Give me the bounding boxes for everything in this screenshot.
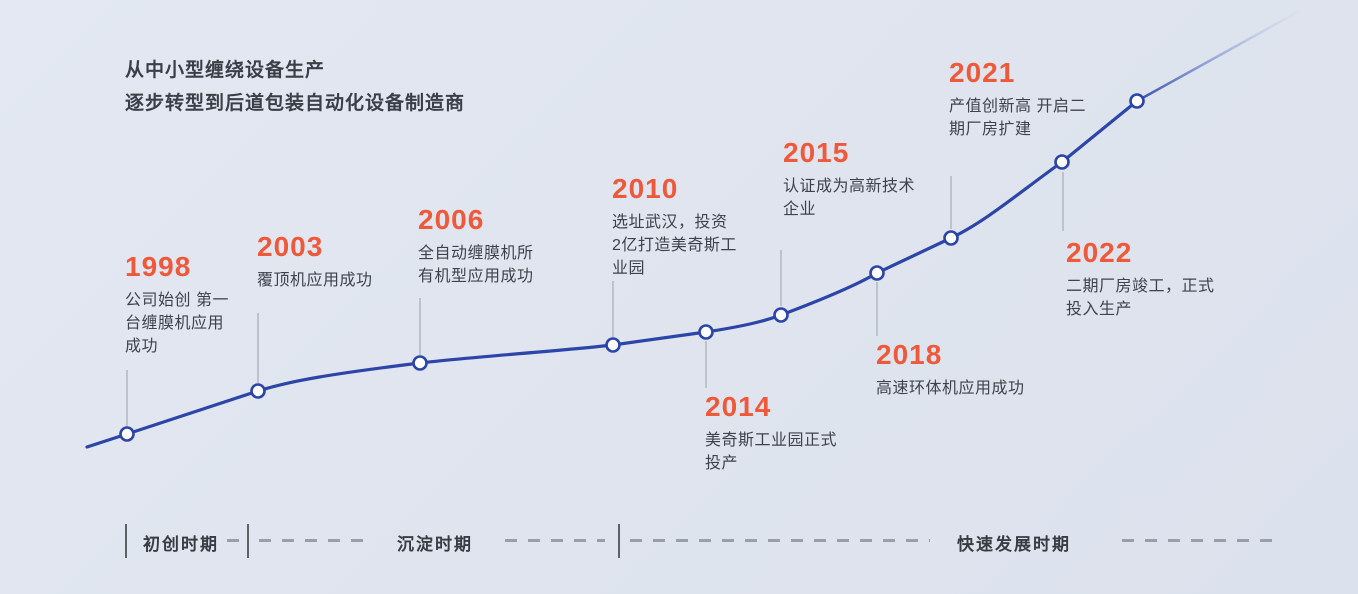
marker-2010 <box>605 337 621 353</box>
phase-dashes-c <box>505 539 605 542</box>
marker-end <box>1129 93 1145 109</box>
milestone-desc: 产值创新高 开启二 期厂房扩建 <box>949 98 1086 139</box>
phase-axis: 初创时期 沉淀时期 快速发展时期 <box>0 520 1358 564</box>
milestone-1998: 1998 公司始创 第一 台缠膜机应用 成功 <box>125 252 245 359</box>
milestone-2014: 2014 美奇斯工业园正式 投产 <box>705 392 875 476</box>
milestone-year: 2018 <box>876 339 943 370</box>
connector-lines <box>126 172 1064 426</box>
intro-line-1: 从中小型缠绕设备生产 <box>125 60 326 81</box>
phase-tick-3 <box>618 524 620 558</box>
phase-tick-2 <box>247 524 249 558</box>
milestone-year: 2022 <box>1066 237 1133 268</box>
phase-label-rapid-growth: 快速发展时期 <box>957 535 1071 554</box>
milestone-2006: 2006 全自动缠膜机所 有机型应用成功 <box>418 205 558 289</box>
marker-2014 <box>698 324 714 340</box>
milestone-desc: 选址武汉，投资 2亿打造美奇斯工 业园 <box>612 214 737 277</box>
milestone-2018: 2018 高速环体机应用成功 <box>876 340 1076 401</box>
marker-2022 <box>1054 154 1070 170</box>
phase-dashes-d <box>630 539 930 542</box>
milestone-desc: 覆顶机应用成功 <box>257 272 373 290</box>
milestone-year: 2010 <box>612 173 679 204</box>
growth-curve-fade-tail <box>1135 6 1307 103</box>
milestone-year: 2015 <box>783 137 850 168</box>
milestone-year: 1998 <box>125 251 192 282</box>
milestone-desc: 美奇斯工业园正式 投产 <box>705 432 838 473</box>
milestone-year: 2006 <box>418 204 485 235</box>
milestone-2015: 2015 认证成为高新技术 企业 <box>783 138 948 222</box>
milestone-desc: 公司始创 第一 台缠膜机应用 成功 <box>125 292 229 355</box>
growth-curve-line <box>85 99 1139 449</box>
milestone-2010: 2010 选址武汉，投资 2亿打造美奇斯工 业园 <box>612 174 757 281</box>
milestone-2021: 2021 产值创新高 开启二 期厂房扩建 <box>949 58 1129 142</box>
milestone-year: 2014 <box>705 391 772 422</box>
phase-label-accumulation: 沉淀时期 <box>397 535 473 554</box>
phase-dashes-b <box>259 539 369 542</box>
phase-dashes-e <box>1122 539 1282 542</box>
marker-2003 <box>250 383 266 399</box>
marker-2015 <box>773 307 789 323</box>
intro-line-2: 逐步转型到后道包装自动化设备制造商 <box>125 93 466 115</box>
marker-2018 <box>869 265 885 281</box>
milestone-desc: 高速环体机应用成功 <box>876 380 1025 398</box>
milestone-desc: 二期厂房竣工，正式 投入生产 <box>1066 278 1215 319</box>
marker-1998 <box>119 426 135 442</box>
phase-label-founding: 初创时期 <box>143 535 219 554</box>
marker-2006 <box>412 355 428 371</box>
phase-tick-1 <box>125 524 127 558</box>
marker-2021 <box>943 230 959 246</box>
phase-dashes-a <box>227 539 242 542</box>
milestone-2003: 2003 覆顶机应用成功 <box>257 232 427 293</box>
curve-markers <box>119 93 1145 442</box>
milestone-year: 2003 <box>257 231 324 262</box>
milestone-desc: 认证成为高新技术 企业 <box>783 178 916 219</box>
milestone-desc: 全自动缠膜机所 有机型应用成功 <box>418 245 534 286</box>
intro-heading: 从中小型缠绕设备生产 逐步转型到后道包装自动化设备制造商 <box>125 54 465 121</box>
milestone-year: 2021 <box>949 57 1016 88</box>
milestone-2022: 2022 二期厂房竣工，正式 投入生产 <box>1066 238 1251 322</box>
